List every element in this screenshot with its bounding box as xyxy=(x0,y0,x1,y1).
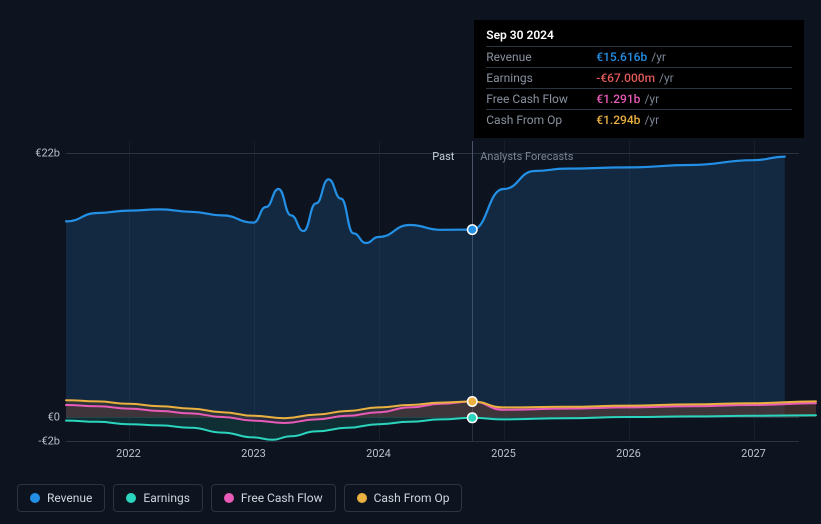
x-axis-label: 2025 xyxy=(491,447,516,478)
x-axis-label: 2022 xyxy=(116,447,141,478)
tooltip-metric-label: Earnings xyxy=(486,71,596,85)
tooltip-metric-value: €1.294b xyxy=(596,113,640,127)
tooltip-row: Free Cash Flow€1.291b/yr xyxy=(486,88,792,109)
chart-tooltip: Sep 30 2024 Revenue€15.616b/yrEarnings-€… xyxy=(474,20,804,138)
y-axis-label: €0 xyxy=(20,411,60,424)
legend-swatch xyxy=(30,493,40,503)
legend-item-cash-from-op[interactable]: Cash From Op xyxy=(344,484,463,512)
legend-item-earnings[interactable]: Earnings xyxy=(113,484,203,512)
series-fill-revenue xyxy=(66,157,785,417)
legend-swatch xyxy=(126,493,136,503)
tooltip-row: Earnings-€67.000m/yr xyxy=(486,67,792,88)
legend-label: Free Cash Flow xyxy=(241,491,323,505)
legend-swatch xyxy=(224,493,234,503)
tooltip-metric-label: Free Cash Flow xyxy=(486,92,596,106)
legend-item-free-cash-flow[interactable]: Free Cash Flow xyxy=(211,484,336,512)
tooltip-metric-value: €1.291b xyxy=(596,92,640,106)
chart-plot[interactable] xyxy=(66,141,816,441)
tooltip-unit: /yr xyxy=(644,113,659,127)
grid-line xyxy=(66,441,799,442)
legend-swatch xyxy=(357,493,367,503)
tooltip-metric-value: -€67.000m xyxy=(596,71,655,85)
tooltip-metric-value: €15.616b xyxy=(596,50,647,64)
tooltip-row: Cash From Op€1.294b/yr xyxy=(486,109,792,130)
legend-item-revenue[interactable]: Revenue xyxy=(17,484,105,512)
x-axis-label: 2026 xyxy=(616,447,641,478)
legend-label: Revenue xyxy=(47,491,92,505)
chart-legend: Revenue Earnings Free Cash Flow Cash From O… xyxy=(17,484,462,512)
tooltip-metric-label: Revenue xyxy=(486,50,596,64)
legend-label: Cash From Op xyxy=(374,491,450,505)
x-axis-label: 2027 xyxy=(741,447,766,478)
x-axis-label: 2023 xyxy=(241,447,266,478)
tooltip-unit: /yr xyxy=(644,92,659,106)
tooltip-unit: /yr xyxy=(659,71,674,85)
x-axis-label: 2024 xyxy=(366,447,391,478)
tooltip-date: Sep 30 2024 xyxy=(486,28,792,46)
legend-label: Earnings xyxy=(143,491,190,505)
tooltip-unit: /yr xyxy=(651,50,666,64)
y-axis-label: -€2b xyxy=(20,435,60,448)
tooltip-metric-label: Cash From Op xyxy=(486,113,596,127)
tooltip-row: Revenue€15.616b/yr xyxy=(486,46,792,67)
y-axis-label: €22b xyxy=(20,147,60,160)
financial-chart: €22b€0-€2b 202220232024202520262027 Past… xyxy=(17,0,804,460)
